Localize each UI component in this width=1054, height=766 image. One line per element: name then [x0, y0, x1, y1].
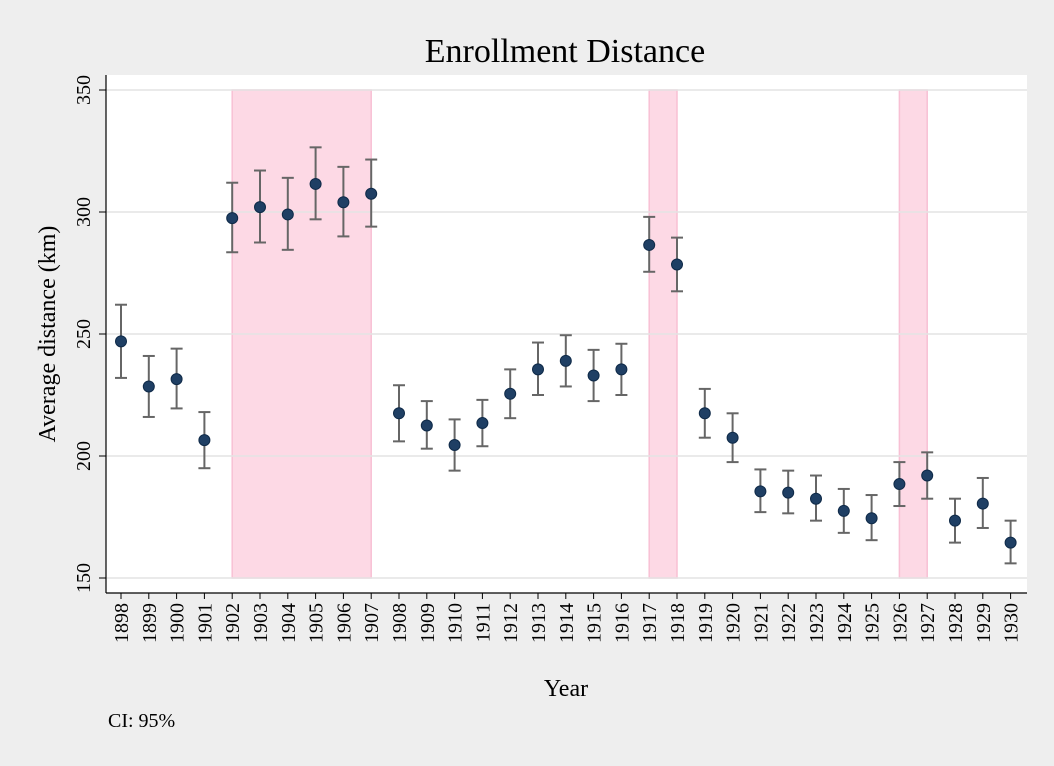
- data-point-1914: [559, 354, 572, 367]
- x-tick-label-1906: 1906: [333, 603, 355, 643]
- x-tick-label-1923: 1923: [806, 603, 828, 643]
- data-point-1908: [393, 407, 405, 420]
- x-tick-label-1926: 1926: [889, 603, 911, 643]
- x-tick-label-1918: 1918: [667, 603, 689, 643]
- y-axis: 150 200 250 300 350: [73, 75, 107, 593]
- x-tick-label-1911: 1911: [472, 603, 494, 642]
- chart-title: Enrollment Distance: [425, 33, 705, 70]
- y-axis-label: Average distance (km): [35, 226, 61, 443]
- data-point-1918: [671, 258, 683, 271]
- x-tick-label-1915: 1915: [584, 603, 606, 643]
- x-tick-label-1899: 1899: [139, 603, 161, 643]
- data-point-1911: [476, 417, 489, 430]
- data-point-1905: [309, 177, 322, 190]
- x-tick-label-1900: 1900: [167, 603, 189, 643]
- x-tick-label-1921: 1921: [750, 603, 772, 643]
- y-tick-label-200: 200: [73, 441, 95, 471]
- x-tick-label-1909: 1909: [417, 603, 439, 643]
- x-tick-label-1914: 1914: [556, 603, 578, 643]
- data-point-1915: [587, 369, 600, 382]
- data-point-1921: [754, 485, 767, 498]
- x-tick-label-1912: 1912: [500, 603, 522, 643]
- data-point-1924: [837, 504, 850, 517]
- x-tick-label-1924: 1924: [834, 603, 856, 643]
- ci-note: CI: 95%: [108, 710, 176, 732]
- data-point-1919: [698, 407, 711, 420]
- data-point-1902: [226, 212, 239, 225]
- x-tick-label-1905: 1905: [306, 603, 328, 643]
- x-tick-label-1927: 1927: [917, 603, 939, 643]
- x-tick-label-1930: 1930: [1001, 603, 1023, 643]
- data-point-1920: [726, 431, 739, 444]
- data-point-1909: [420, 419, 433, 432]
- data-point-1917: [643, 238, 656, 251]
- x-axis: 1898 1899 1900 1901 1902 1903 1904 1905 1906 1907…: [106, 592, 1027, 643]
- data-point-1906: [337, 196, 350, 209]
- x-tick-label-1925: 1925: [862, 603, 884, 643]
- data-point-1904: [281, 208, 294, 221]
- y-tick-label-300: 300: [73, 197, 95, 227]
- x-tick-label-1910: 1910: [445, 603, 467, 643]
- data-point-1898: [115, 335, 127, 348]
- y-tick-label-150: 150: [73, 563, 95, 593]
- y-tick-label-250: 250: [73, 319, 95, 349]
- data-point-1922: [782, 486, 795, 499]
- x-axis-label: Year: [544, 676, 588, 702]
- y-tick-label-350: 350: [73, 75, 95, 105]
- data-point-1910: [448, 439, 461, 452]
- x-tick-label-1902: 1902: [222, 603, 244, 643]
- data-point-1912: [504, 387, 517, 400]
- data-points: [115, 177, 1017, 549]
- x-tick-label-1929: 1929: [973, 603, 995, 643]
- x-tick-label-1903: 1903: [250, 603, 272, 643]
- data-point-1903: [254, 201, 266, 214]
- x-tick-label-1908: 1908: [389, 603, 411, 643]
- x-tick-label-1917: 1917: [639, 603, 661, 643]
- x-tick-label-1919: 1919: [695, 603, 717, 643]
- x-tick-label-1916: 1916: [611, 603, 633, 643]
- data-point-1925: [865, 512, 878, 525]
- gridlines: [106, 89, 1027, 579]
- x-tick-label-1922: 1922: [778, 603, 800, 643]
- data-point-1913: [532, 363, 544, 376]
- data-point-1923: [810, 492, 822, 505]
- data-point-1907: [365, 187, 378, 200]
- x-tick-label-1920: 1920: [723, 603, 745, 643]
- x-tick-label-1898: 1898: [111, 603, 133, 643]
- x-tick-label-1901: 1901: [194, 603, 216, 643]
- data-point-1901: [198, 434, 211, 447]
- x-tick-label-1904: 1904: [278, 603, 300, 643]
- x-tick-label-1913: 1913: [528, 603, 550, 643]
- x-tick-label-1907: 1907: [361, 603, 383, 643]
- data-point-1930: [1004, 536, 1017, 549]
- data-point-1928: [949, 514, 961, 527]
- data-point-1927: [921, 469, 934, 482]
- data-point-1929: [976, 497, 989, 510]
- x-tick-label-1928: 1928: [945, 603, 967, 643]
- data-point-1900: [170, 373, 183, 386]
- data-point-1916: [615, 363, 628, 376]
- data-point-1899: [142, 380, 155, 393]
- data-point-1926: [893, 478, 906, 491]
